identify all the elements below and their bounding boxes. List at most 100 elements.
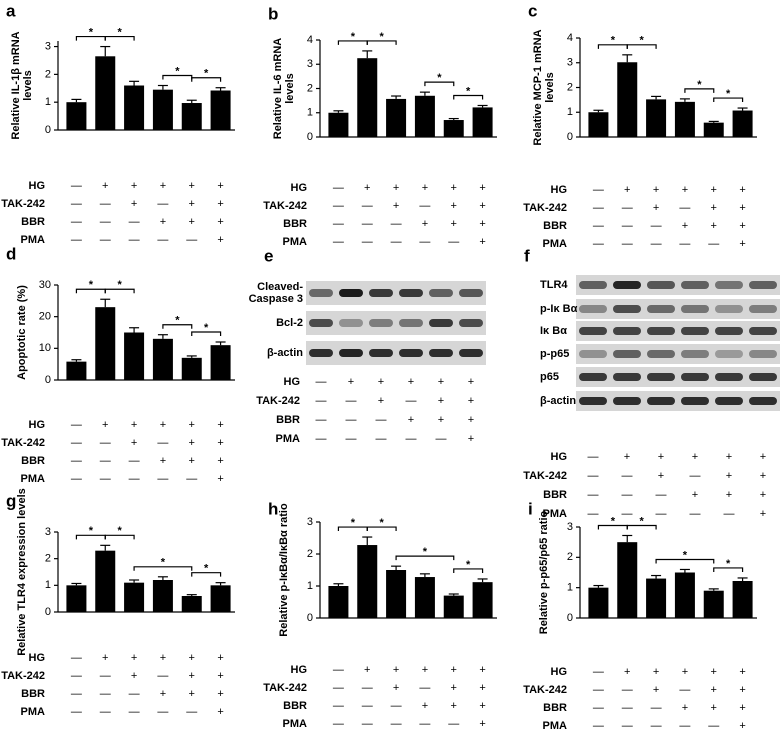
treatment-mark: — [100, 437, 111, 449]
blot-band [399, 349, 423, 357]
treatment-mark: — [346, 433, 357, 445]
bar [472, 107, 493, 137]
blot-band [681, 305, 709, 313]
bar [124, 85, 145, 130]
y-tick-label: 3 [567, 521, 573, 533]
treatment-mark: + [711, 666, 717, 678]
treatment-label: TAK-242 [1, 437, 45, 449]
significance-bracket [133, 566, 193, 571]
bar [328, 112, 349, 137]
treatment-mark: + [653, 684, 659, 696]
blot-strip [576, 367, 780, 387]
treatment-mark: + [760, 451, 766, 463]
treatment-mark: — [690, 470, 701, 482]
y-tick-label: 4 [307, 34, 313, 46]
y-tick-label: 1 [567, 106, 573, 118]
treatment-mark: + [160, 180, 166, 192]
blot-strip [576, 344, 780, 364]
treatment-mark: + [217, 198, 223, 210]
bar [181, 103, 202, 130]
treatment-mark: — [362, 236, 373, 248]
significance-label: * [89, 26, 94, 38]
treatment-mark: — [419, 682, 430, 694]
y-tick-label: 1 [45, 579, 51, 591]
blot-band [749, 281, 777, 289]
treatment-mark: + [378, 376, 384, 388]
panel-letter: g [6, 491, 16, 510]
treatment-mark: — [376, 414, 387, 426]
bar [732, 110, 753, 137]
treatment-mark: + [131, 419, 137, 431]
y-tick-label: 3 [567, 57, 573, 69]
blot-band [681, 350, 709, 358]
treatment-mark: + [393, 682, 399, 694]
treatment-label: HG [551, 666, 568, 678]
blot-band [715, 350, 743, 358]
significance-label: * [118, 26, 123, 38]
treatment-mark: — [651, 220, 662, 232]
treatment-label: TAK-242 [263, 682, 307, 694]
blot-band [681, 281, 709, 289]
treatment-mark: — [588, 470, 599, 482]
significance-bracket [713, 567, 744, 572]
treatment-mark: + [479, 200, 485, 212]
blot-band [749, 305, 777, 313]
treatment-mark: + [479, 236, 485, 248]
treatment-mark: + [760, 508, 766, 520]
treatment-mark: + [479, 664, 485, 676]
treatment-mark: — [333, 182, 344, 194]
blot-label: Cleaved- [257, 281, 303, 293]
bar [357, 545, 378, 618]
blot-band [429, 289, 453, 297]
treatment-mark: + [739, 720, 745, 732]
blot-strip [576, 321, 780, 341]
treatment-label: TAK-242 [523, 202, 567, 214]
bar [386, 570, 407, 618]
treatment-mark: — [100, 706, 111, 718]
treatment-mark: — [100, 216, 111, 228]
significance-bracket [453, 568, 484, 573]
treatment-mark: — [406, 433, 417, 445]
significance-label: * [89, 279, 94, 291]
treatment-mark: + [422, 664, 428, 676]
treatment-mark: + [653, 202, 659, 214]
treatment-mark: + [189, 437, 195, 449]
blot-band [613, 281, 641, 289]
significance-label: * [89, 525, 94, 537]
treatment-mark: + [160, 216, 166, 228]
bar [646, 578, 667, 618]
treatment-mark: — [129, 234, 140, 246]
treatment-mark: — [679, 720, 690, 732]
treatment-label: TAK-242 [256, 395, 300, 407]
treatment-label: PMA [543, 238, 568, 250]
treatment-mark: + [189, 216, 195, 228]
treatment-mark: — [362, 682, 373, 694]
treatment-mark: — [71, 706, 82, 718]
treatment-mark: — [588, 489, 599, 501]
treatment-mark: + [682, 702, 688, 714]
bar [66, 102, 87, 130]
treatment-label: HG [284, 376, 301, 388]
significance-bracket [191, 77, 222, 82]
treatment-mark: + [189, 670, 195, 682]
treatment-label: BBR [21, 455, 45, 467]
blot-strip [576, 275, 780, 295]
treatment-mark: — [362, 700, 373, 712]
y-tick-label: 0 [45, 374, 51, 386]
significance-bracket [366, 40, 397, 45]
significance-bracket [191, 572, 222, 577]
blot-band [647, 373, 675, 381]
treatment-mark: — [622, 202, 633, 214]
treatment-mark: — [71, 437, 82, 449]
treatment-mark: — [316, 433, 327, 445]
treatment-mark: — [186, 473, 197, 485]
treatment-mark: + [711, 220, 717, 232]
blot-band [309, 319, 333, 327]
treatment-mark: + [217, 652, 223, 664]
bar [674, 572, 695, 618]
panel-letter: e [264, 246, 273, 265]
significance-label: * [175, 65, 180, 77]
significance-label: * [466, 85, 471, 97]
bar [443, 595, 464, 618]
treatment-mark: — [690, 508, 701, 520]
